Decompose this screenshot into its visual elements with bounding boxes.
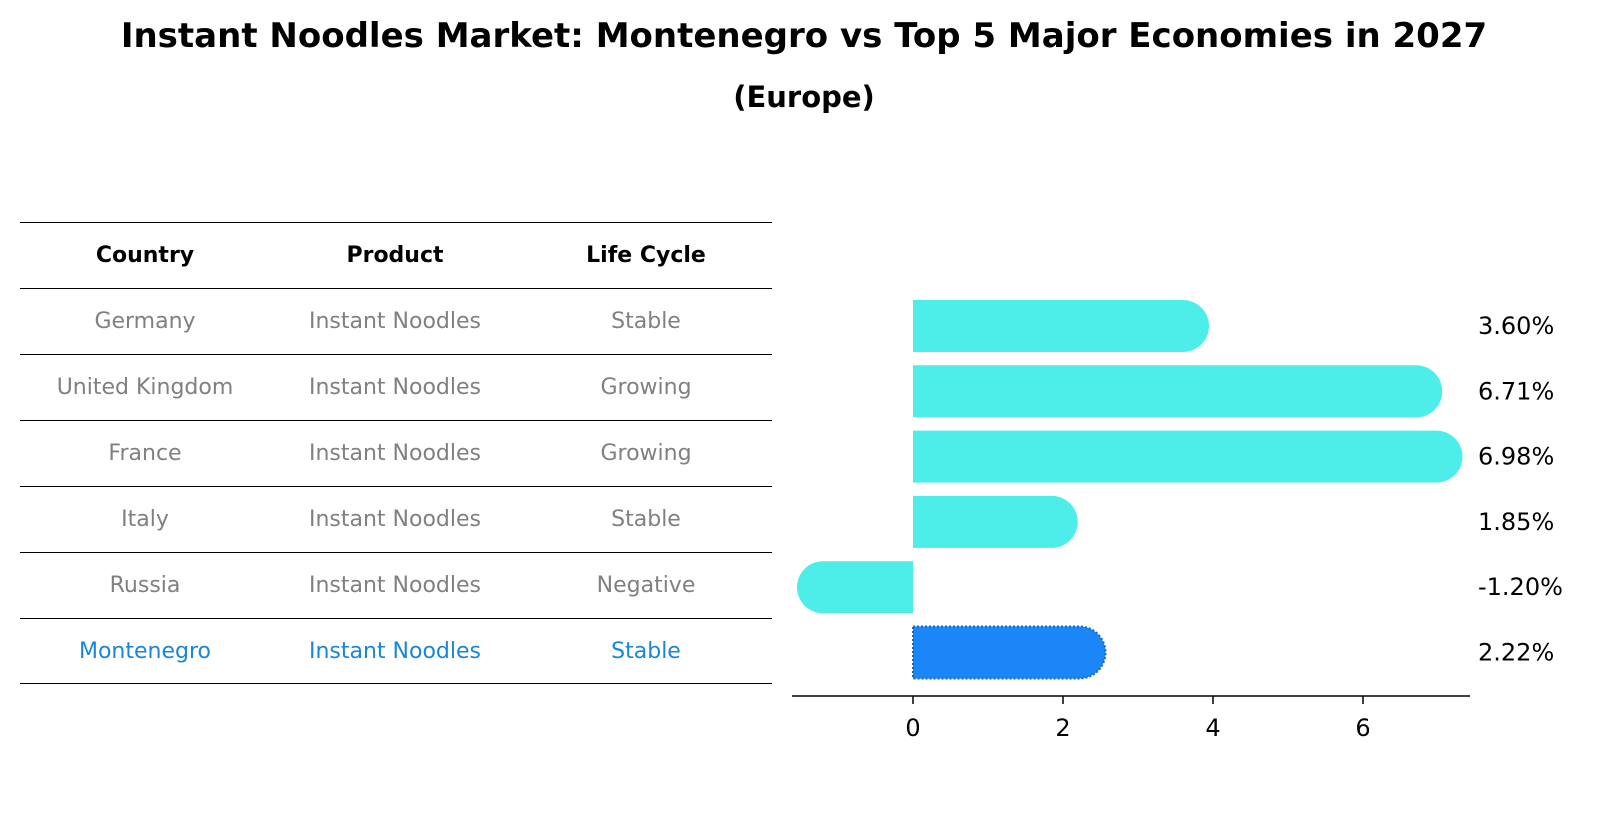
bar-germany (913, 300, 1209, 352)
value-label: 2.22% (1478, 639, 1554, 667)
cell-product: Instant Noodles (308, 638, 481, 664)
x-tick-label: 6 (1355, 714, 1370, 742)
cell-life-cycle: Growing (600, 375, 692, 400)
cell-life-cycle: Stable (611, 638, 681, 664)
bar-france (913, 430, 1463, 483)
value-label: 1.85% (1478, 508, 1554, 536)
chart-subtitle: (Europe) (733, 80, 875, 114)
table-row: Italy Instant Noodles Stable (20, 486, 772, 552)
table-row: Germany Instant Noodles Stable (20, 288, 772, 354)
header-product: Product (346, 243, 444, 268)
table-header-row: Country Product Life Cycle (20, 222, 772, 288)
cell-product: Instant Noodles (308, 309, 481, 334)
cell-country: Russia (109, 573, 181, 598)
cell-product: Instant Noodles (308, 573, 481, 598)
cell-life-cycle: Stable (611, 309, 681, 334)
table-row: Russia Instant Noodles Negative (20, 552, 772, 618)
cell-country: France (108, 441, 182, 466)
value-label: -1.20% (1478, 573, 1563, 601)
bar-united-kingdom (913, 365, 1443, 418)
cell-life-cycle: Negative (596, 573, 696, 598)
cell-country: Germany (94, 309, 196, 334)
x-tick-label: 0 (905, 714, 920, 742)
cell-life-cycle: Growing (600, 441, 692, 466)
header-life-cycle: Life Cycle (586, 243, 706, 268)
cell-country: Italy (121, 507, 169, 532)
chart-title: Instant Noodles Market: Montenegro vs To… (120, 16, 1488, 56)
bar-russia (797, 561, 913, 614)
table-row: France Instant Noodles Growing (20, 420, 772, 486)
x-tick-label: 2 (1055, 714, 1070, 742)
value-label: 6.71% (1478, 377, 1554, 405)
cell-country: United Kingdom (56, 375, 234, 400)
table-row-highlight: Montenegro Instant Noodles Stable (20, 618, 772, 684)
cell-country: Montenegro (78, 638, 211, 664)
table-row: United Kingdom Instant Noodles Growing (20, 354, 772, 420)
value-label: 3.60% (1478, 312, 1554, 340)
data-table: Country Product Life Cycle Germany Insta… (20, 222, 772, 684)
value-label: 6.98% (1478, 443, 1554, 471)
bar-italy (913, 495, 1078, 548)
x-tick-label: 4 (1205, 714, 1220, 742)
cell-life-cycle: Stable (611, 507, 681, 532)
header-country: Country (95, 243, 195, 268)
cell-product: Instant Noodles (308, 375, 481, 400)
bar-montenegro (912, 625, 1107, 680)
cell-product: Instant Noodles (308, 441, 481, 466)
cell-product: Instant Noodles (308, 507, 481, 532)
